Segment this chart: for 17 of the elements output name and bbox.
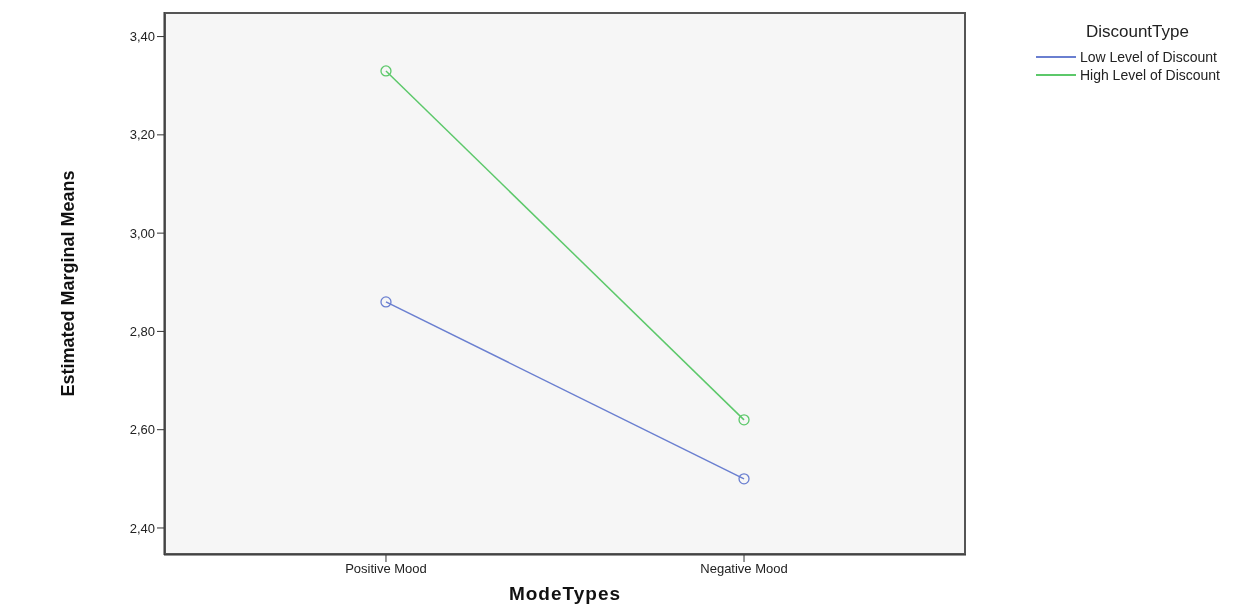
point <box>738 414 750 426</box>
y-tick-label: 3,00 <box>129 225 155 241</box>
legend-label: High Level of Discount <box>1079 67 1220 83</box>
y-tick-label: 2,60 <box>129 422 155 438</box>
x-tick-label: Negative Mood <box>700 561 788 577</box>
legend-label: Low Level of Discount <box>1079 49 1217 65</box>
point <box>380 65 392 77</box>
y-tick-label: 2,80 <box>129 324 155 340</box>
point <box>380 296 392 308</box>
x-axis-title: ModeTypes <box>508 583 622 604</box>
y-tick-label: 3,20 <box>129 127 155 143</box>
y-axis-title: Estimated Marginal Means <box>58 170 79 397</box>
y-tick-label: 2,40 <box>129 520 155 536</box>
point <box>738 473 750 485</box>
legend-title: DiscountType <box>1085 22 1190 42</box>
y-tick-label: 3,40 <box>129 29 155 45</box>
x-tick-label: Positive Mood <box>345 561 427 577</box>
